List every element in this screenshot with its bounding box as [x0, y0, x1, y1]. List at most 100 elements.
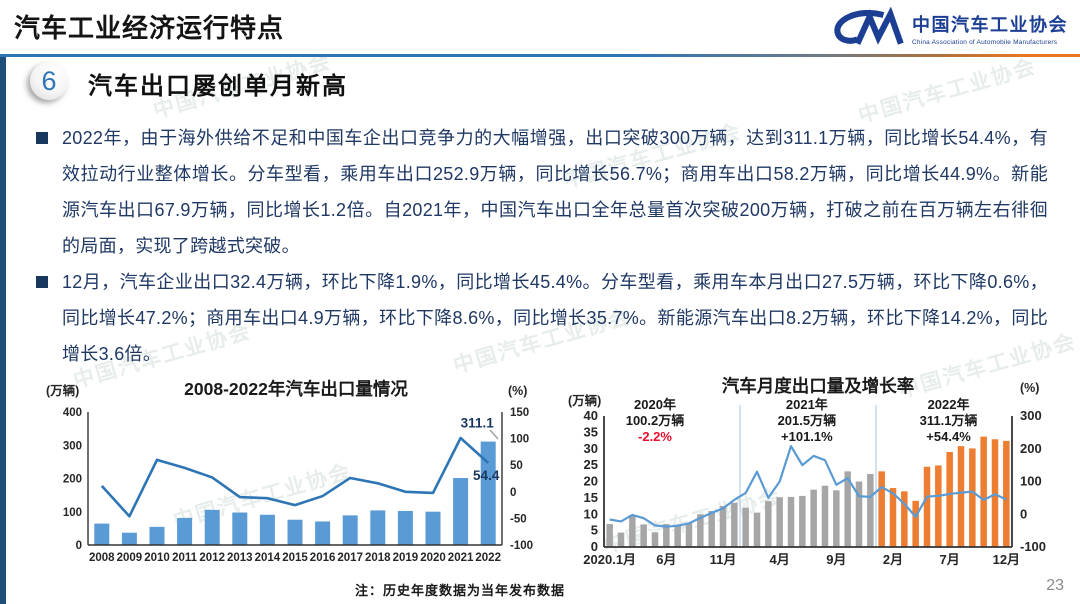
org-logo-text: 中国汽车工业协会 China Association of Automobile… — [912, 11, 1068, 46]
axis-tick-label: 40 — [584, 408, 598, 423]
x-axis-label: 6月 — [656, 552, 676, 567]
left-axis-unit: (万辆) — [46, 383, 79, 398]
axis-tick-label: 10 — [584, 506, 598, 521]
annotation-text: +101.1% — [781, 429, 833, 444]
org-name-en: China Association of Automobile Manufact… — [912, 38, 1058, 46]
bullet-text: 2022年，由于海外供给不足和中国车企出口竞争力的大幅增强，出口突破300万辆，… — [62, 128, 1048, 256]
bar — [617, 532, 625, 547]
bar — [315, 521, 331, 545]
chart-monthly-exports-canvas: 汽车月度出口量及增长率(万辆)(%)0510152025303540-10001… — [568, 376, 1046, 567]
bar — [259, 514, 275, 545]
bar — [867, 473, 874, 547]
annotation-text: -2.2% — [638, 429, 672, 444]
chart-title: 汽车月度出口量及增长率 — [722, 376, 915, 396]
x-axis-label: 2008 — [89, 552, 115, 564]
bullet-square-icon — [36, 132, 48, 144]
right-axis-unit: (%) — [508, 384, 527, 398]
bar — [708, 510, 715, 547]
x-axis-label: 2010 — [144, 552, 170, 564]
bar — [844, 471, 851, 547]
bar — [787, 496, 795, 547]
annotation-text: 201.5万辆 — [778, 413, 837, 428]
bar — [674, 526, 681, 547]
annotation-text: +54.4% — [926, 429, 971, 444]
left-accent-bar — [0, 57, 6, 604]
growth-line — [100, 436, 490, 518]
bar — [821, 485, 829, 547]
axis-tick-label: 150 — [510, 407, 529, 419]
chart-monthly-exports: 汽车月度出口量及增长率 (万辆) (%) 0 5 10 15 20 25 30 35 40 -100 0 1… — [556, 371, 1056, 579]
bar — [121, 532, 137, 545]
x-axis-label: 11月 — [710, 552, 737, 567]
bar — [480, 441, 496, 545]
bar — [342, 515, 358, 545]
left-axis-unit: (万辆) — [568, 393, 601, 408]
bar — [94, 523, 110, 545]
bar — [287, 519, 303, 545]
axis-tick-label: 15 — [584, 490, 598, 505]
bar — [204, 509, 220, 545]
x-axis-label: 2014 — [255, 552, 281, 564]
bar — [651, 532, 659, 547]
annotation-text: 100.2万辆 — [626, 413, 685, 428]
bar — [425, 511, 441, 545]
axis-tick-label: 300 — [1020, 408, 1042, 423]
x-axis-label: 2020.1月 — [583, 552, 636, 567]
right-axis-unit: (%) — [1020, 381, 1039, 395]
bar — [776, 497, 783, 547]
axis-tick-label: 0 — [591, 539, 598, 554]
bar — [606, 524, 613, 547]
bar — [177, 517, 193, 545]
x-axis-label: 2019 — [393, 552, 419, 564]
bar — [232, 512, 248, 545]
axis-tick-label: 200 — [1020, 441, 1042, 456]
watermark: 中国汽车工业协会 — [855, 55, 1040, 128]
bar — [629, 514, 636, 547]
bar — [697, 514, 704, 547]
bar — [991, 439, 999, 547]
footnote: 注：历史年度数据为当年发布数据 — [355, 583, 566, 598]
bar — [810, 489, 817, 547]
page-number: 23 — [1046, 577, 1064, 594]
chart-annual-exports: 2008-2022年汽车出口量情况 (万辆) (%) 0 100 200 300 400 -10… — [40, 371, 540, 579]
growth-line — [609, 445, 1007, 528]
axis-tick-label: 25 — [584, 457, 598, 472]
section-number: 6 — [41, 66, 57, 96]
axis-tick-label: 0 — [510, 487, 516, 499]
x-axis-label: 2016 — [310, 552, 336, 564]
bullet-item: 2022年，由于海外供给不足和中国车企出口竞争力的大幅增强，出口突破300万辆，… — [36, 120, 1048, 264]
axis-tick-label: 5 — [591, 523, 598, 538]
bar — [855, 481, 863, 547]
x-axis-label: 2020 — [420, 552, 446, 564]
bar — [912, 500, 919, 547]
header-divider — [0, 54, 1080, 57]
bar — [731, 502, 738, 547]
annotation-text: 311.1万辆 — [920, 413, 978, 428]
x-axis-label: 2017 — [337, 552, 363, 564]
section-number-badge: 6 — [30, 62, 68, 100]
bar — [889, 488, 897, 547]
x-axis-label: 2009 — [117, 552, 143, 564]
bar — [969, 448, 976, 547]
data-label: 311.1 — [461, 416, 495, 431]
chart-annual-exports-canvas: 2008-2022年汽车出口量情况 (万辆) (%) 0 100 200 300 400 -10… — [46, 379, 533, 564]
org-logo: 中国汽车工业协会 China Association of Automobile… — [828, 7, 1068, 49]
org-name-cn: 中国汽车工业协会 — [912, 14, 1068, 35]
axis-tick-label: 20 — [584, 474, 598, 489]
x-axis-label: 2015 — [282, 552, 308, 564]
bullet-text: 12月，汽车企业出口32.4万辆，环比下降1.9%，同比增长45.4%。分车型看… — [62, 272, 1048, 364]
x-axis-label: 7月 — [940, 552, 960, 567]
section-title: 汽车出口屡创单月新高 — [88, 73, 348, 100]
bar — [980, 436, 987, 547]
bar — [397, 510, 413, 545]
x-axis-label: 4月 — [770, 552, 790, 567]
bar — [935, 465, 942, 547]
bar — [149, 526, 165, 545]
axis-tick-label: 100 — [1020, 474, 1042, 489]
axis-tick-label: -100 — [1020, 539, 1046, 554]
axis-tick-label: 200 — [63, 474, 82, 486]
bullet-list: 2022年，由于海外供给不足和中国车企出口竞争力的大幅增强，出口突破300万辆，… — [36, 120, 1048, 372]
cam-monogram-icon — [834, 7, 904, 45]
bar — [719, 506, 727, 547]
